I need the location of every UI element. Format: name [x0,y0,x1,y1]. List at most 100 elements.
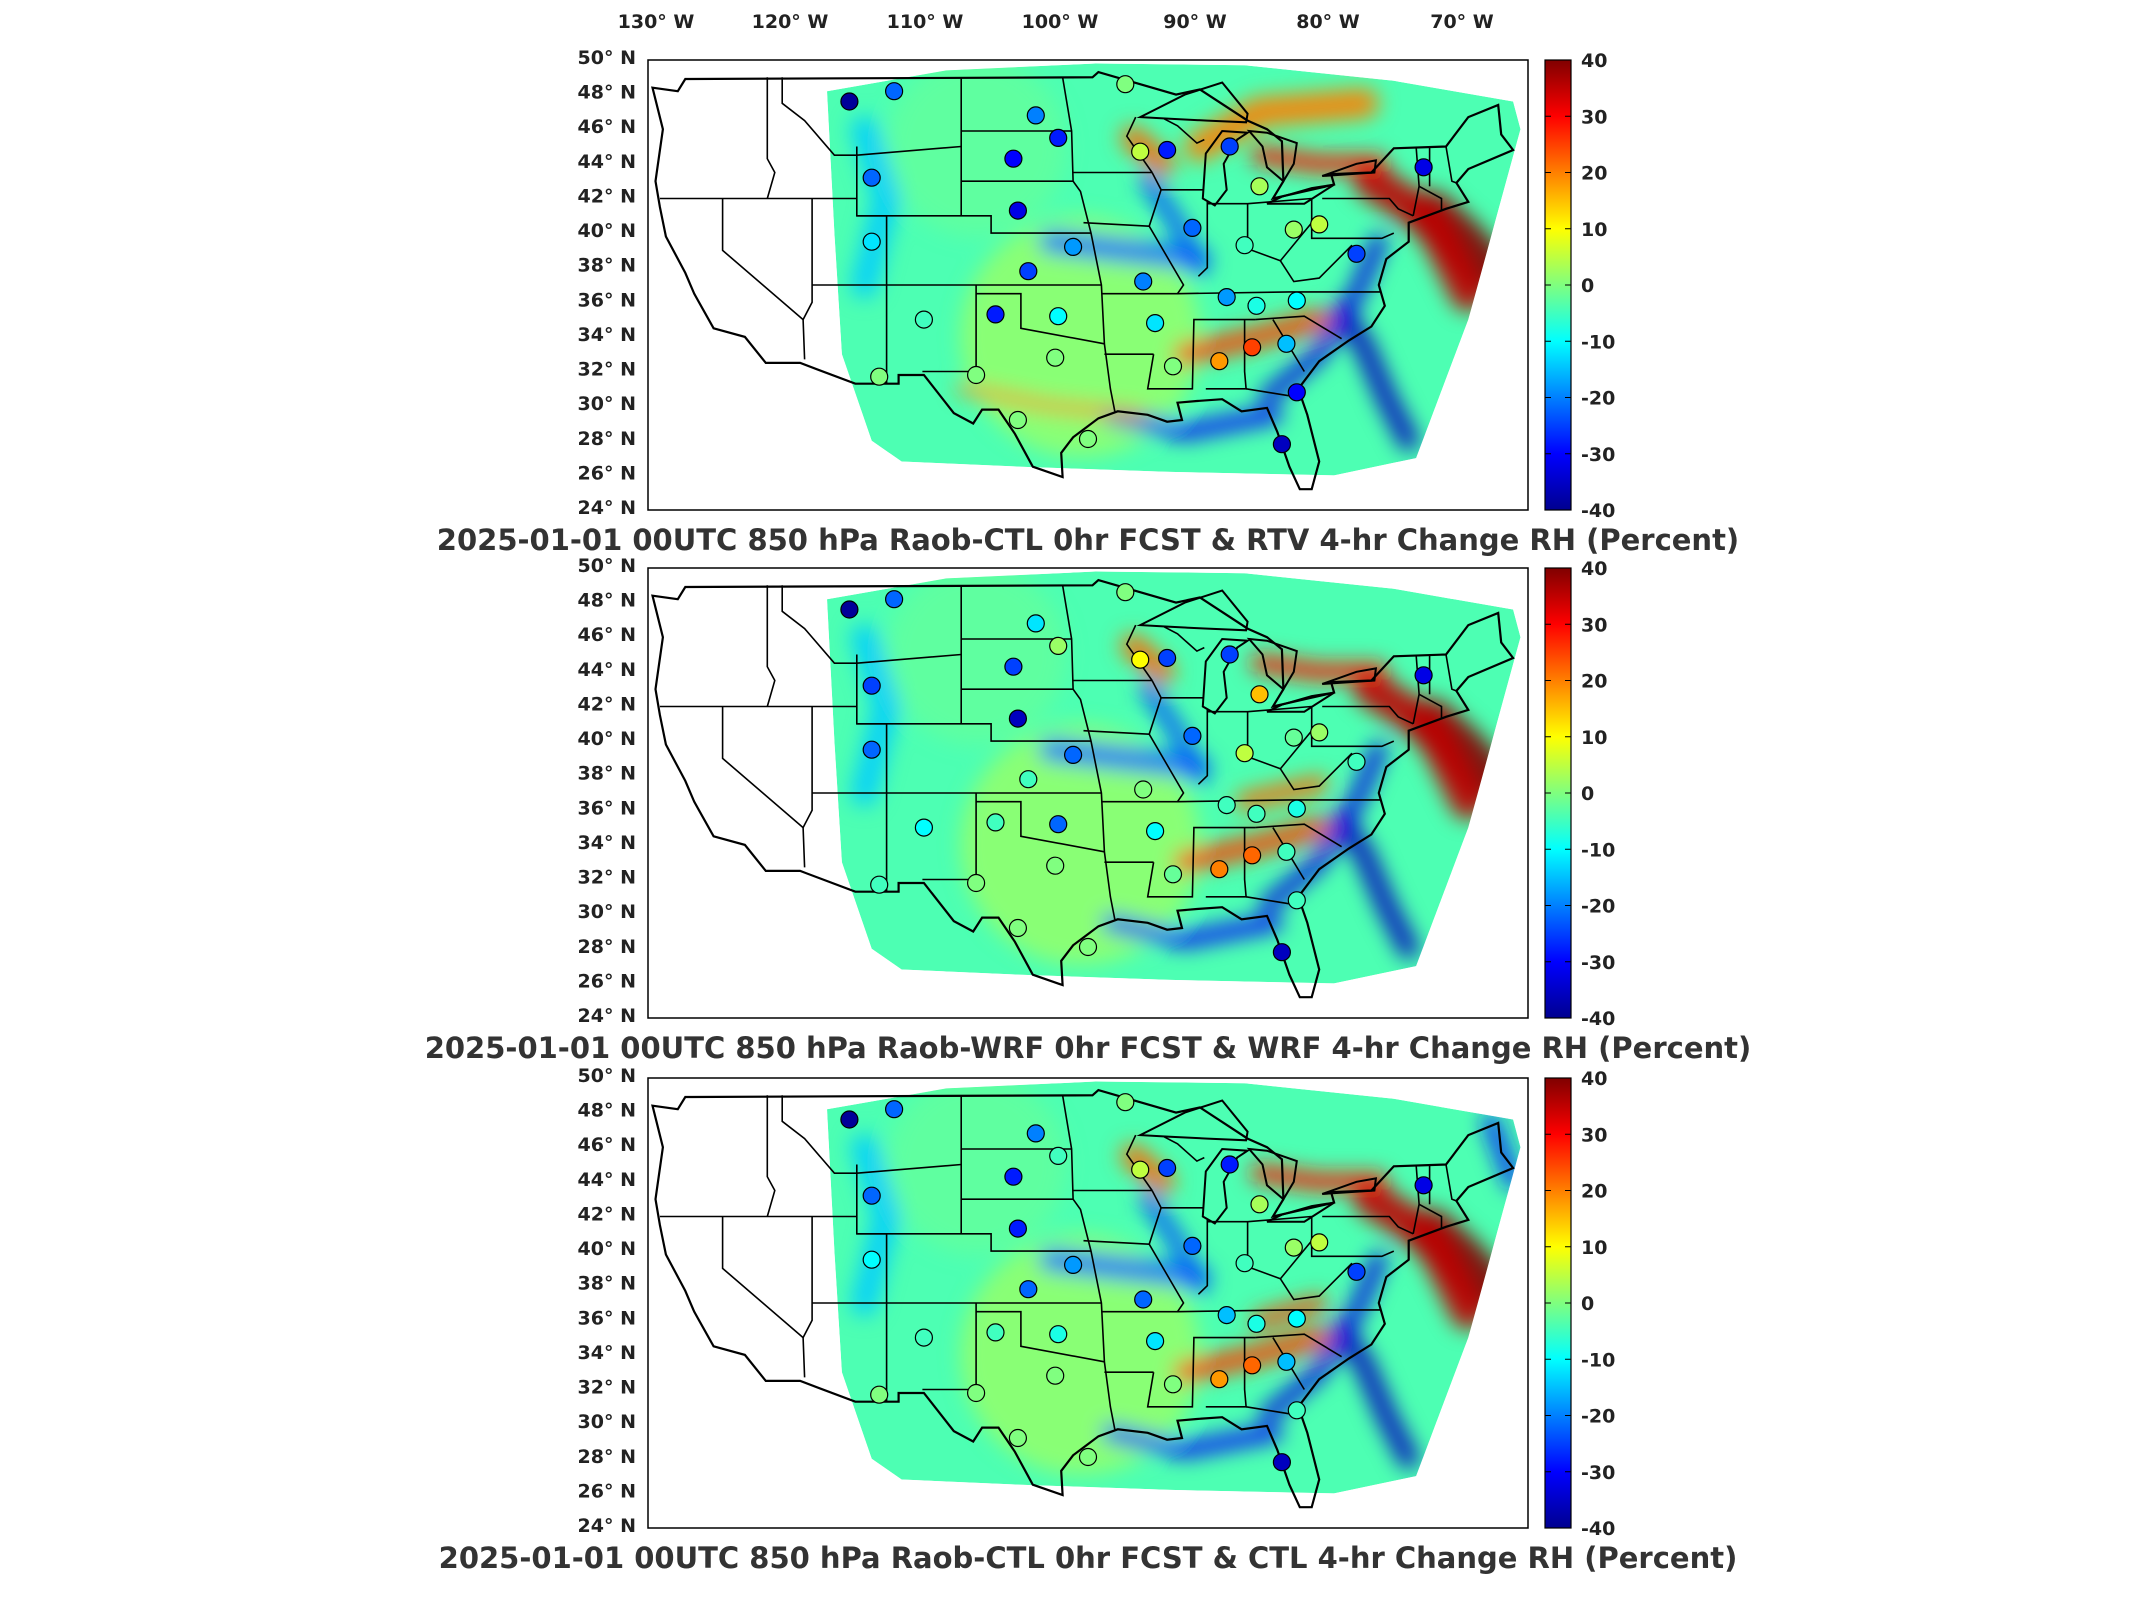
panel-title: 2025-01-01 00UTC 850 hPa Raob-CTL 0hr FC… [437,523,1739,557]
raob-station-marker [1272,435,1292,454]
raob-station-marker [1347,1262,1366,1281]
raob-station-marker [1116,75,1135,94]
state-boundary [1061,77,1116,412]
great-lake-outline [1266,1201,1335,1223]
colorbar-label--30: -30 [1581,1462,1615,1484]
raob-station-marker [1287,891,1306,910]
lat-label-32: 32° N [578,867,636,889]
state-boundary [1148,1207,1185,1313]
state-boundary [766,1095,776,1217]
state-boundary [856,723,888,892]
raob-station-marker [1217,795,1236,815]
lat-label-42: 42° N [578,186,636,208]
lat-label-50: 50° N [578,555,636,577]
state-boundary [802,198,813,360]
lat-label-38: 38° N [578,255,636,277]
raob-station-marker [1183,218,1202,237]
state-boundary [1125,1134,1153,1191]
anomaly-band [1139,173,1208,276]
colorbar-label--10: -10 [1581,1349,1615,1371]
colorbar-label-0: 0 [1581,1293,1594,1315]
colorbar-label--20: -20 [1581,1406,1615,1428]
state-boundary [781,77,962,156]
state-boundary [1310,1216,1395,1258]
raob-station-marker [1019,770,1038,789]
raob-station-marker [1008,918,1028,938]
anomaly-band [1353,1181,1487,1330]
lat-label-28: 28° N [578,428,636,450]
raob-station-marker [1157,140,1177,160]
anomaly-band [1259,741,1387,914]
state-boundary [856,1164,1091,1252]
colorbar-label--30: -30 [1581,444,1615,466]
raob-station-marker [840,1110,859,1129]
lat-label-38: 38° N [578,763,636,785]
us-coastline [651,70,1515,491]
raob-station-marker [1134,272,1153,291]
raob-station-marker [986,813,1005,832]
raob-station-marker [870,875,889,894]
raob-station-marker [1046,856,1065,875]
anomaly-band [1173,816,1331,874]
raob-station-marker [1210,352,1229,371]
raob-station-marker [1287,383,1306,402]
raob-station-marker [1008,1219,1028,1238]
raob-station-marker [1008,410,1028,430]
raob-station-marker [1347,244,1366,263]
raob-station-marker [1004,149,1023,168]
raob-station-marker [1310,1233,1329,1252]
anomaly-band [1139,1191,1208,1294]
raob-station-marker [1026,614,1045,633]
state-boundary [856,215,888,384]
state-boundary [1146,1336,1256,1408]
anomaly-band [1251,1295,1328,1329]
colorbar-label-20: 20 [1581,1181,1607,1203]
state-boundary [1163,626,1205,653]
anomaly-band [1173,1326,1331,1384]
great-lake-outline [1201,1147,1251,1225]
raob-station-marker [1078,429,1098,449]
lat-label-48: 48° N [578,590,636,612]
state-boundary [1279,730,1353,791]
raob-station-marker [1250,177,1269,196]
great-lake-outline [1136,81,1249,124]
state-boundary [1255,1333,1343,1358]
state-boundary [1148,189,1185,295]
lat-label-30: 30° N [578,1411,636,1433]
lon-label-120: 120° W [752,11,829,33]
raob-station-marker [1235,744,1254,763]
raob-station-marker [914,1328,934,1347]
raob-station-marker [1116,1093,1135,1112]
great-lake-outline [1321,159,1378,177]
state-boundary [976,800,1105,853]
state-boundary [1163,1136,1205,1163]
lat-label-24: 24° N [578,497,636,519]
state-boundary [1445,654,1457,692]
state-boundary [1445,146,1457,184]
lat-label-36: 36° N [578,1307,636,1329]
state-boundary [1061,1095,1116,1430]
lat-label-28: 28° N [578,936,636,958]
raob-station-marker [1287,1401,1306,1420]
colorbar-label-20: 20 [1581,671,1607,693]
state-boundary [1197,1219,1209,1295]
raob-station-marker [1414,1176,1433,1195]
raob-station-marker [862,1250,881,1269]
lat-label-46: 46° N [578,1134,636,1156]
state-boundary [802,1216,813,1378]
great-lake-outline [1246,637,1298,691]
state-boundary [1148,697,1185,803]
panel-title: 2025-01-01 00UTC 850 hPa Raob-CTL 0hr FC… [439,1541,1738,1575]
lat-label-26: 26° N [578,970,636,992]
state-boundary [721,706,804,829]
lat-label-40: 40° N [578,728,636,750]
state-boundary [1322,1215,1414,1235]
colorbar-label-30: 30 [1581,106,1607,128]
anomaly-band [1259,233,1387,406]
state-boundary [766,77,776,199]
state-boundary [1418,693,1443,719]
us-coastline [651,578,1515,999]
raob-station-marker [1220,1155,1239,1174]
state-boundary [1255,823,1343,848]
